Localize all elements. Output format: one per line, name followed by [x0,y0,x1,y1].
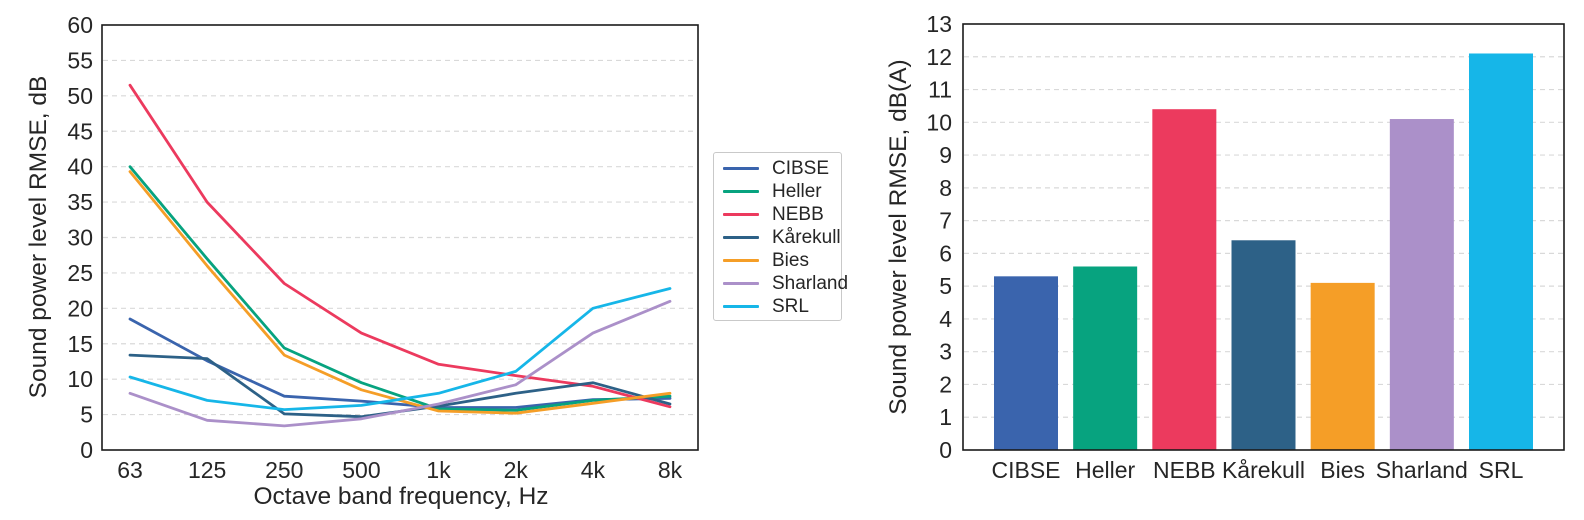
legend-label: Heller [772,181,822,202]
y-tick-label: 12 [926,44,952,70]
x-tick-label: SRL [1479,457,1524,483]
legend-label: Kårekull [772,227,841,248]
bar-Bies [1310,282,1375,450]
y-tick-label: 8 [939,175,952,201]
legend-item-Bies: Bies [714,249,841,272]
x-tick-label: 63 [117,457,143,483]
y-tick-label: 5 [939,273,952,299]
plot-border [101,24,699,451]
bar-Heller [1073,266,1138,450]
legend-item-SRL: SRL [714,295,841,318]
legend-line-swatch [723,282,759,285]
y-tick-label: 5 [80,402,93,428]
legend-label: Bies [772,250,809,271]
series-line-SRL [128,287,672,412]
x-tick-label: Kårekull [1222,457,1305,483]
y-tick-label: 11 [928,77,952,103]
legend-line-swatch [723,259,759,262]
legend: CIBSE Heller NEBB Kårekull Bies Sharland SRL [713,152,848,321]
y-tick-label: 20 [67,295,93,321]
right-y-axis-title: Sound power level RMSE, dB(A) [885,59,912,414]
legend-item-Sharland: Sharland [714,272,848,295]
y-tick-label: 0 [939,437,952,463]
x-tick-label: 500 [342,457,380,483]
y-tick-label: 0 [80,437,93,463]
x-tick-label: 2k [504,457,529,483]
x-tick-label: 125 [188,457,226,483]
x-tick-label: CIBSE [991,457,1060,483]
legend-line-swatch [723,190,759,193]
y-tick-label: 4 [939,306,952,332]
legend-line-swatch [723,236,759,239]
legend-label: SRL [772,296,809,317]
y-tick-label: 7 [939,208,952,234]
left-x-axis-title: Octave band frequency, Hz [253,483,548,510]
legend-line-swatch [723,213,759,216]
legend-line-swatch [723,305,759,308]
legend-label: CIBSE [772,158,830,179]
y-tick-label: 35 [67,189,93,215]
plot-border [962,23,1565,451]
x-tick-label: Bies [1320,457,1365,483]
x-tick-label: 250 [265,457,303,483]
y-tick-label: 30 [67,225,93,251]
x-tick-label: 8k [658,457,683,483]
y-tick-label: 50 [67,83,93,109]
x-tick-label: Heller [1075,457,1135,483]
bar-CIBSE [994,276,1058,450]
bar-NEBB [1152,109,1217,450]
bar-Sharland [1389,119,1454,451]
y-tick-label: 60 [67,12,93,38]
y-tick-label: 6 [939,240,952,266]
series-line-NEBB [128,83,672,409]
legend-item-Heller: Heller [714,180,841,203]
series-line-CIBSE [128,317,672,409]
y-tick-label: 40 [67,154,93,180]
x-tick-label: 1k [426,457,451,483]
x-tick-label: Sharland [1376,457,1468,483]
left-y-axis-title: Sound power level RMSE, dB [25,76,52,399]
y-tick-label: 9 [939,142,952,168]
legend-item-CIBSE: CIBSE [714,157,841,180]
x-tick-label: 4k [581,457,606,483]
series-line-Heller [128,165,672,412]
y-tick-label: 10 [67,366,93,392]
legend-item-NEBB: NEBB [714,203,841,226]
y-tick-label: 10 [926,109,952,135]
bar-SRL [1469,53,1533,450]
y-tick-label: 25 [67,260,93,286]
y-tick-label: 3 [939,339,952,365]
y-tick-label: 55 [67,47,93,73]
legend-item-Kårekull: Kårekull [714,226,841,249]
legend-label: Sharland [772,273,849,294]
legend-line-swatch [723,167,759,170]
octave-line-chart-plot: 0 5 10 15 20 25 30 35 40 45 50 55 60 63 125 250 500 1k 2k 4… [67,12,699,483]
legend-label: NEBB [772,204,824,225]
bar-Kårekull [1231,240,1296,450]
y-tick-label: 1 [939,404,952,430]
series-line-Sharland [128,299,672,428]
x-tick-label: NEBB [1153,457,1216,483]
y-tick-label: 2 [939,371,952,397]
y-tick-label: 45 [67,118,93,144]
y-tick-label: 15 [67,331,93,357]
y-tick-label: 13 [926,11,952,37]
